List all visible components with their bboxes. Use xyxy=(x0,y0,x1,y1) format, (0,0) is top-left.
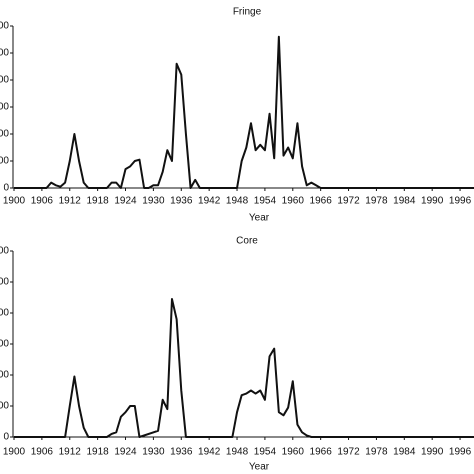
x-tick-label: 1990 xyxy=(421,196,444,207)
y-tick-label: 0 xyxy=(3,432,9,443)
x-tick-label: 1990 xyxy=(421,447,444,458)
chart-title: Fringe xyxy=(233,7,262,18)
x-tick-label: 1978 xyxy=(365,196,388,207)
y-tick-label: 100 xyxy=(0,401,9,412)
y-tick-label: 300 xyxy=(0,102,9,113)
x-tick-label: 1972 xyxy=(337,447,360,458)
x-tick-label: 1900 xyxy=(3,447,26,458)
y-tick-label: 600 xyxy=(0,21,9,32)
y-tick-label: 0 xyxy=(3,183,9,194)
x-tick-label: 1936 xyxy=(170,447,193,458)
data-line xyxy=(14,298,474,438)
chart-title: Core xyxy=(236,236,258,247)
x-tick-label: 1912 xyxy=(59,447,82,458)
x-tick-label: 1960 xyxy=(282,196,305,207)
x-tick-label: 1948 xyxy=(226,447,249,458)
x-tick-label: 1996 xyxy=(449,447,472,458)
x-tick-label: 1906 xyxy=(31,447,54,458)
x-tick-label: 1948 xyxy=(226,196,249,207)
x-tick-label: 1930 xyxy=(142,196,165,207)
y-tick-label: 500 xyxy=(0,48,9,59)
x-tick-label: 1996 xyxy=(449,196,472,207)
y-tick-label: 200 xyxy=(0,129,9,140)
x-tick-label: 1942 xyxy=(198,196,221,207)
x-tick-label: 1918 xyxy=(87,447,110,458)
x-tick-label: 1906 xyxy=(31,196,54,207)
x-axis-label: Year xyxy=(249,462,270,473)
x-tick-label: 1900 xyxy=(3,196,26,207)
y-tick-label: 400 xyxy=(0,75,9,86)
x-tick-label: 1936 xyxy=(170,196,193,207)
x-tick-label: 1918 xyxy=(87,196,110,207)
x-tick-label: 1912 xyxy=(59,196,82,207)
x-tick-label: 1930 xyxy=(142,447,165,458)
y-tick-label: 300 xyxy=(0,339,9,350)
x-tick-label: 1966 xyxy=(310,196,333,207)
x-tick-label: 1924 xyxy=(114,196,137,207)
x-tick-label: 1984 xyxy=(393,447,416,458)
x-tick-label: 1972 xyxy=(337,196,360,207)
x-tick-label: 1942 xyxy=(198,447,221,458)
x-tick-label: 1924 xyxy=(114,447,137,458)
x-tick-label: 1954 xyxy=(254,447,277,458)
y-tick-label: 400 xyxy=(0,308,9,319)
y-tick-label: 500 xyxy=(0,277,9,288)
y-tick-label: 200 xyxy=(0,370,9,381)
x-tick-label: 1960 xyxy=(282,447,305,458)
x-tick-label: 1978 xyxy=(365,447,388,458)
x-tick-label: 1984 xyxy=(393,196,416,207)
x-tick-label: 1966 xyxy=(310,447,333,458)
x-tick-label: 1954 xyxy=(254,196,277,207)
y-tick-label: 600 xyxy=(0,246,9,257)
x-axis-label: Year xyxy=(249,213,270,224)
data-line xyxy=(14,35,474,189)
y-tick-label: 100 xyxy=(0,156,9,167)
